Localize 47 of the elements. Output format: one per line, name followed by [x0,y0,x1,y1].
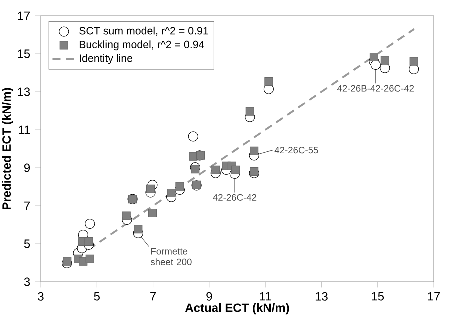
x-tick-label: 5 [94,292,100,301]
x-axis-title: Actual ECT (kN/m) [185,303,290,315]
point [189,152,198,161]
x-tick-label: 3 [38,292,44,301]
point [63,257,72,266]
annotation: 42-26B-42-26C-42 [337,85,414,92]
x-tick-label: 15 [372,292,384,301]
point [134,225,143,234]
point [250,146,259,156]
annotation: Formette sheet 200 [150,248,192,266]
point [246,107,254,116]
point [122,212,131,220]
y-tick-label: 9 [24,164,30,172]
legend-label: Identity line [80,54,133,64]
point [380,56,390,65]
y-axis-title: Predicted ECT (kN/m) [2,88,14,210]
point [176,182,184,191]
point [146,184,156,194]
x-tick-label: 9 [206,292,212,301]
point [212,166,220,174]
y-tick-label: 7 [24,202,30,210]
point [86,254,94,264]
point [264,77,274,86]
y-tick-label: 17 [18,12,30,20]
point [84,237,94,246]
x-tick-label: 11 [260,292,272,301]
annotation: 42-26C-55 [274,147,318,154]
point [410,57,418,66]
y-tick-label: 3 [24,278,30,286]
point [167,189,176,198]
point [85,218,96,230]
point [232,166,240,174]
legend-label: Buckling model, r^2 = 0.94 [80,40,204,51]
y-tick-label: 13 [18,88,30,96]
point [370,52,378,62]
y-tick-label: 15 [18,50,30,58]
x-tick-label: 7 [150,292,156,301]
point [148,208,157,218]
point [191,165,200,174]
point [188,132,198,142]
legend-label: SCT sum model, r^2 = 0.91 [80,26,208,36]
annotation: 42-26C-42 [213,194,257,201]
point [370,60,381,70]
x-tick-label: 13 [316,292,328,301]
y-tick-label: 5 [24,240,30,248]
y-tick-label: 11 [19,126,30,134]
x-tick-label: 17 [428,292,440,301]
